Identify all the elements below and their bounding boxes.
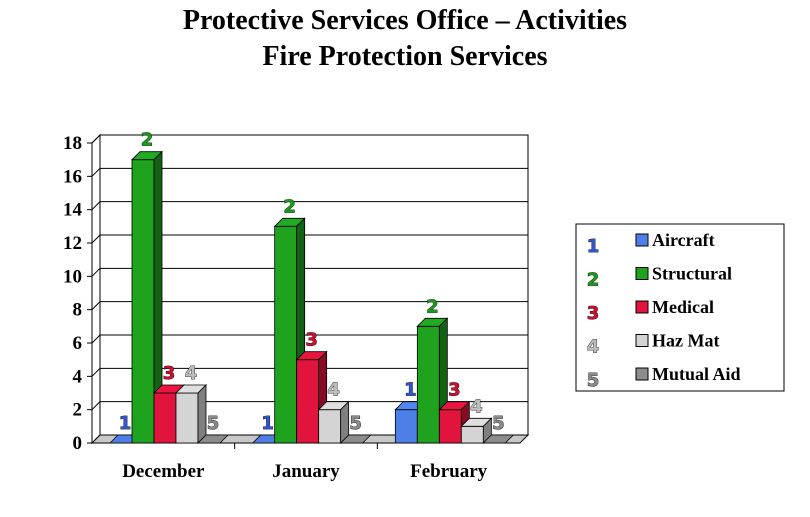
chart-title-line2: Fire Protection Services bbox=[262, 41, 548, 72]
bar-front bbox=[274, 225, 298, 444]
legend-swatch bbox=[635, 233, 649, 247]
legend-series-number: 5 bbox=[587, 370, 600, 391]
legend-swatch bbox=[635, 367, 649, 381]
bar-front bbox=[318, 409, 342, 444]
gridline bbox=[91, 201, 528, 211]
gridline bbox=[91, 334, 528, 344]
bar-front bbox=[394, 409, 418, 444]
data-label: 5 bbox=[349, 413, 362, 434]
data-label: 4 bbox=[327, 380, 340, 401]
y-tick-label: 18 bbox=[63, 133, 82, 154]
bar-flat bbox=[339, 434, 372, 444]
legend-label: Mutual Aid bbox=[652, 364, 741, 384]
data-label: 1 bbox=[404, 380, 417, 401]
y-tick-label: 4 bbox=[73, 366, 83, 387]
data-label: 1 bbox=[261, 413, 274, 434]
legend-series-number: 4 bbox=[587, 337, 600, 358]
data-label: 2 bbox=[426, 296, 439, 317]
plot-side-wall bbox=[91, 133, 101, 445]
bar-flat bbox=[482, 434, 515, 444]
x-category-label: December bbox=[122, 461, 205, 482]
bar-mutual-aid bbox=[339, 434, 372, 444]
chart-title-line1: Protective Services Office – Activities bbox=[182, 5, 628, 36]
bar-haz-mat bbox=[175, 384, 207, 444]
bar-front bbox=[131, 159, 155, 444]
legend-series-number: 1 bbox=[587, 236, 600, 257]
legend-label: Haz Mat bbox=[652, 331, 719, 351]
x-category-label: February bbox=[410, 461, 488, 482]
gridline bbox=[91, 167, 528, 177]
gridline bbox=[91, 401, 528, 411]
data-label: 4 bbox=[470, 396, 483, 417]
data-label: 2 bbox=[141, 130, 154, 151]
gridline bbox=[91, 267, 528, 277]
gridline bbox=[91, 134, 528, 144]
bar-haz-mat bbox=[317, 400, 350, 444]
legend-label: Structural bbox=[652, 264, 732, 284]
data-label: 3 bbox=[305, 330, 318, 351]
y-tick-label: 2 bbox=[73, 400, 83, 421]
legend-swatch bbox=[635, 334, 649, 347]
data-label: 3 bbox=[163, 363, 176, 384]
legend-swatch bbox=[635, 267, 649, 280]
bar-side bbox=[197, 384, 207, 444]
bar-front bbox=[296, 359, 320, 444]
y-tick-label: 16 bbox=[63, 166, 82, 187]
gridline bbox=[91, 367, 528, 377]
y-tick-label: 14 bbox=[63, 200, 83, 221]
bar-front bbox=[438, 409, 462, 444]
chart-bars bbox=[109, 150, 515, 444]
bar-haz-mat bbox=[460, 417, 493, 444]
bar-flat bbox=[197, 434, 229, 444]
y-tick-label: 10 bbox=[63, 266, 82, 287]
chart-legend: 1 Aircraft 2 Structural 3 Medical 4 Haz Mat 5 Mut… bbox=[575, 223, 785, 392]
legend-series-number: 3 bbox=[587, 303, 600, 324]
legend-swatch bbox=[635, 300, 649, 314]
legend-box bbox=[575, 223, 785, 392]
data-label: 1 bbox=[119, 413, 132, 434]
data-label: 5 bbox=[207, 413, 220, 434]
data-label: 3 bbox=[448, 380, 461, 401]
data-label: 5 bbox=[492, 413, 505, 434]
bar-front bbox=[175, 392, 199, 444]
x-category-label: January bbox=[272, 461, 340, 482]
legend-series-number: 2 bbox=[587, 270, 600, 291]
gridline bbox=[91, 301, 528, 311]
bar-front bbox=[416, 325, 440, 444]
y-tick-label: 6 bbox=[73, 333, 83, 354]
y-tick-label: 0 bbox=[73, 433, 83, 454]
legend-label: Medical bbox=[652, 297, 714, 317]
y-tick-label: 8 bbox=[73, 300, 83, 321]
bar-mutual-aid bbox=[482, 434, 515, 444]
bar-mutual-aid bbox=[197, 434, 229, 444]
data-label: 4 bbox=[185, 363, 198, 384]
y-tick-label: 12 bbox=[63, 233, 82, 254]
legend-label: Aircraft bbox=[652, 230, 715, 250]
bar-front bbox=[460, 425, 484, 444]
bar-front bbox=[153, 392, 177, 444]
gridline bbox=[91, 234, 528, 244]
data-label: 2 bbox=[283, 196, 296, 217]
bar-structural bbox=[131, 150, 163, 444]
